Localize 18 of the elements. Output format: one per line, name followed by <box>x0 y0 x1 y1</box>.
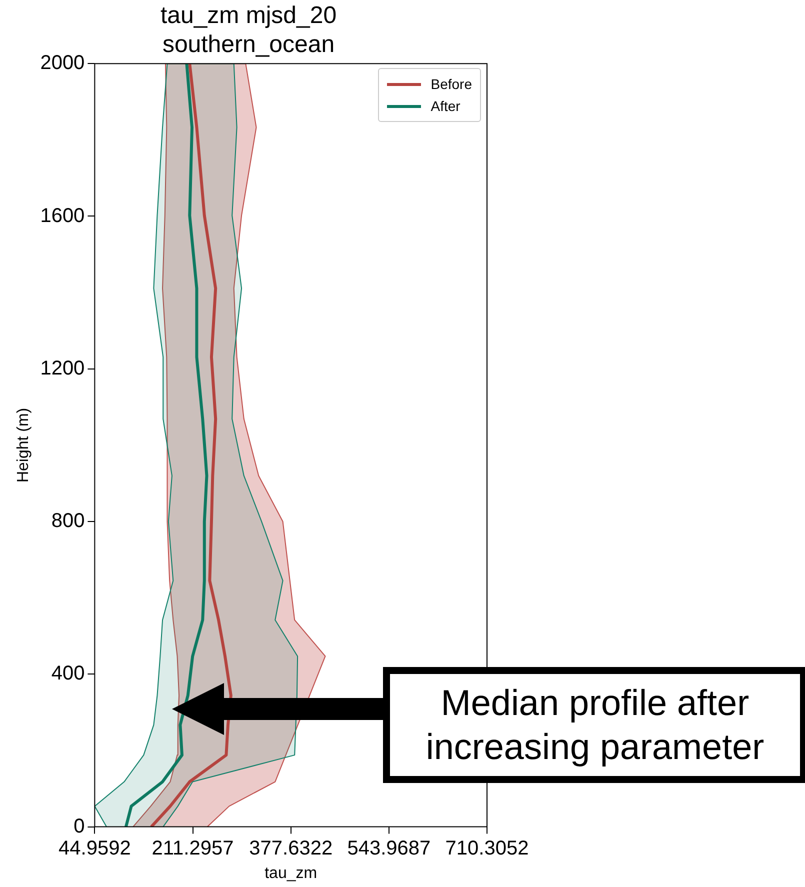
y-tick-label: 1200 <box>40 357 85 380</box>
y-tick-label: 800 <box>51 510 85 532</box>
y-axis-title: Height (m) <box>15 408 32 483</box>
x-axis-title: tau_zm <box>264 864 318 882</box>
y-tick-label: 0 <box>74 815 85 838</box>
y-tick-label: 1600 <box>40 204 85 227</box>
legend-label: After <box>430 98 460 114</box>
x-tick-label: 377.6322 <box>249 837 333 860</box>
chart-title: tau_zm mjsd_20 <box>160 2 337 30</box>
legend-label: Before <box>430 76 472 92</box>
chart-subtitle: southern_ocean <box>162 30 335 58</box>
y-tick-label: 2000 <box>40 52 85 74</box>
x-tick-label: 211.2957 <box>152 837 234 860</box>
x-tick-label: 543.9687 <box>347 837 431 860</box>
y-tick-label: 400 <box>51 662 85 685</box>
annotation: Median profile after increasing parameter <box>424 681 766 769</box>
x-tick-label: 44.9592 <box>58 837 131 860</box>
x-tick-label: 710.3052 <box>445 837 529 860</box>
